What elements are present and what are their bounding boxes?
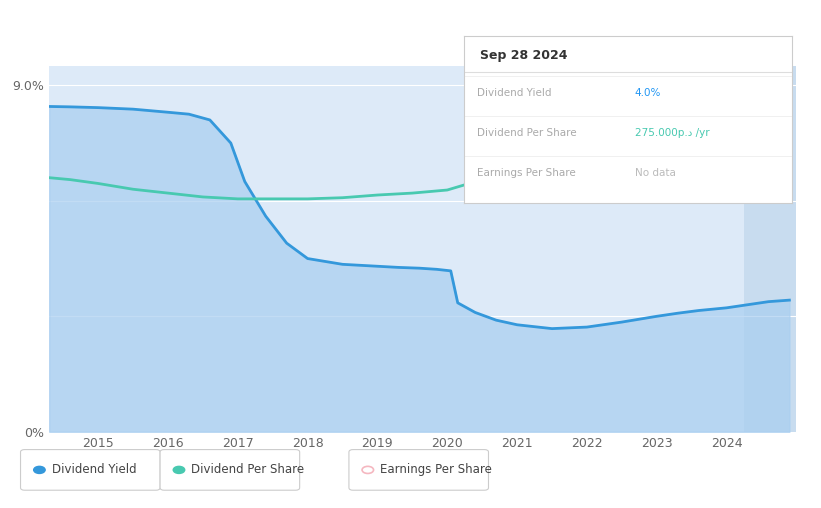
Text: Dividend Per Share: Dividend Per Share bbox=[191, 463, 305, 477]
Text: Earnings Per Share: Earnings Per Share bbox=[380, 463, 492, 477]
Text: 4.0%: 4.0% bbox=[635, 87, 661, 98]
Text: Dividend Per Share: Dividend Per Share bbox=[477, 128, 576, 138]
Text: 275.000p.د /yr: 275.000p.د /yr bbox=[635, 128, 709, 138]
Text: Dividend Yield: Dividend Yield bbox=[52, 463, 136, 477]
Text: Past: Past bbox=[751, 99, 776, 112]
Text: Sep 28 2024: Sep 28 2024 bbox=[480, 49, 568, 62]
Bar bbox=[744, 66, 796, 432]
Text: No data: No data bbox=[635, 168, 676, 178]
Text: Dividend Yield: Dividend Yield bbox=[477, 87, 552, 98]
Text: Earnings Per Share: Earnings Per Share bbox=[477, 168, 576, 178]
